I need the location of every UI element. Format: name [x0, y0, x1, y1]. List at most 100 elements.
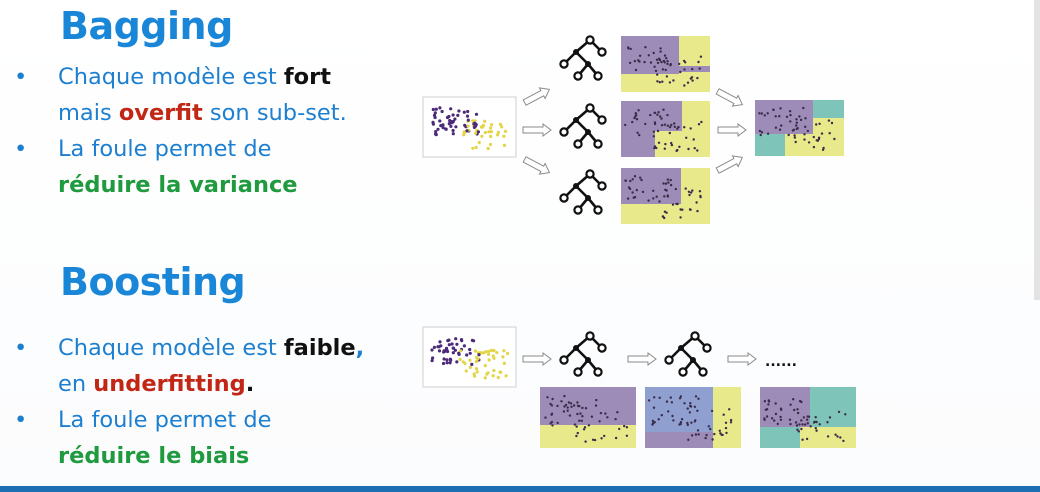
scatter-point [693, 147, 696, 150]
scatter-point [699, 55, 703, 58]
scatter-point [576, 431, 579, 435]
scatter-point [550, 404, 554, 407]
scatter-point [801, 423, 804, 426]
scatter-point [789, 403, 792, 406]
scatter-point [662, 108, 665, 111]
scatter-point [662, 59, 666, 63]
scatter-point [779, 418, 783, 421]
boosting-title: Boosting [60, 260, 246, 304]
scatter-point [599, 411, 603, 415]
bullet-icon: • [14, 136, 28, 162]
scatter-point [455, 342, 459, 346]
scatter-point [656, 80, 659, 83]
scatter-point [805, 437, 809, 441]
bullet-text: Chaque modèle est [58, 335, 284, 361]
scatter-point [690, 434, 694, 437]
scatter-point [433, 111, 437, 115]
scatter-point [629, 47, 632, 51]
scatter-point [647, 54, 650, 57]
scatter-point [704, 436, 707, 440]
scatter-point [474, 360, 478, 364]
scatter-point [692, 138, 695, 141]
scatter-point [454, 125, 458, 129]
bullet-text: mais [58, 100, 119, 126]
scatter-point [697, 433, 700, 436]
scatter-point [466, 118, 470, 122]
boosting-bullet-2: • La foule permet de réduire le biais [14, 402, 364, 474]
bullet-text: en [58, 371, 94, 397]
scatter-point [666, 113, 669, 117]
scatter-point [433, 115, 437, 120]
scatter-point [477, 353, 481, 357]
scatter-point [787, 133, 790, 137]
scatter-point [669, 183, 673, 187]
scatter-point [576, 404, 580, 407]
scatter-point [663, 195, 666, 198]
scatter-point [679, 421, 683, 424]
scatter-point [673, 125, 676, 128]
scatter-point [656, 73, 659, 76]
scatter-point [492, 368, 496, 373]
decision-tree-icon [664, 331, 712, 377]
scatter-point [822, 146, 825, 150]
scatter-point [451, 128, 455, 133]
scatter-point [688, 193, 691, 197]
scatter-point [430, 359, 434, 363]
scatter-point [575, 434, 578, 438]
scatter-point [447, 114, 451, 119]
scatter-point [803, 138, 806, 141]
scatter-point [686, 421, 689, 425]
scatter-point [633, 59, 637, 63]
scatter-point [759, 133, 762, 137]
scatter-point [486, 146, 490, 151]
scatter-point [718, 429, 721, 432]
scatter-point [818, 122, 821, 126]
scatter-point [480, 134, 484, 138]
scatter-point [496, 130, 501, 134]
scatter-point [444, 127, 448, 131]
scatter-point [454, 337, 458, 341]
scatter-point [821, 148, 825, 151]
decision-tree-icon [559, 103, 607, 149]
scatter-point [668, 81, 672, 84]
scatter-point [665, 75, 669, 78]
scatter-point [686, 407, 689, 410]
scatter-point [796, 411, 800, 415]
scatter-point [827, 119, 831, 122]
scatter-point [579, 412, 582, 415]
scatter-point [653, 111, 656, 115]
scatter-point [445, 358, 449, 362]
scatter-point [699, 194, 702, 198]
scatter-point [798, 423, 801, 426]
scatter-point [580, 419, 583, 422]
scatter-point [676, 148, 679, 152]
scatter-point [766, 112, 769, 115]
bagging-title: Bagging [60, 4, 233, 48]
scatter-point [842, 439, 845, 443]
scatter-point [464, 369, 468, 373]
scatter-point [656, 61, 660, 65]
scatter-point [653, 121, 657, 124]
scatter-point [461, 360, 465, 364]
scatter-point [653, 65, 656, 69]
scatter-point [628, 61, 632, 65]
scatter-point [468, 351, 472, 355]
scatter-point [806, 422, 809, 425]
scatter-point [447, 343, 451, 347]
scatter-point [498, 122, 503, 126]
scatter-point [448, 357, 452, 361]
scatter-point [839, 436, 842, 439]
scatter-point [440, 109, 444, 114]
scatter-point [724, 426, 728, 430]
scatter-point [760, 112, 763, 115]
scatter-point [693, 405, 697, 408]
scatter-point [442, 357, 446, 361]
scatter-point [805, 418, 809, 421]
scatter-point [462, 110, 466, 114]
scatter-point [566, 409, 569, 412]
scatter-point [468, 358, 472, 362]
boosting-bullet-1: • Chaque modèle est faible, en underfitt… [14, 330, 364, 402]
scatter-point [468, 347, 472, 352]
scatter-point [491, 374, 495, 378]
scatter-point [660, 60, 663, 64]
